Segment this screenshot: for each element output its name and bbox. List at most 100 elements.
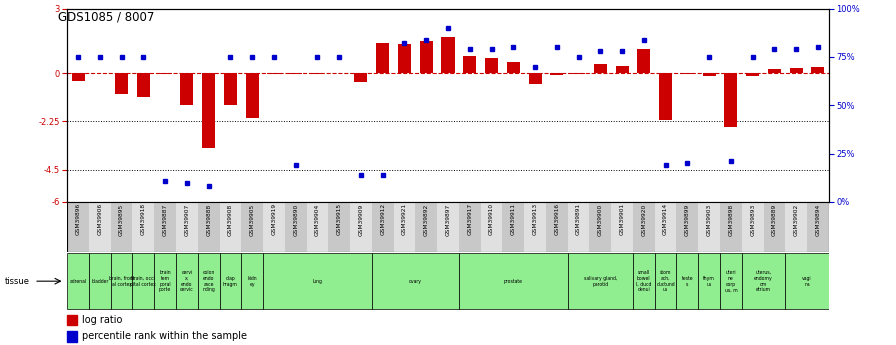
Bar xyxy=(220,202,241,252)
Text: stom
ach,
ductund
us: stom ach, ductund us xyxy=(656,270,675,292)
Bar xyxy=(568,202,590,252)
Text: GSM39910: GSM39910 xyxy=(489,203,494,235)
Bar xyxy=(485,58,498,73)
Bar xyxy=(372,253,459,309)
Bar xyxy=(507,62,520,73)
Bar xyxy=(198,253,220,309)
Bar xyxy=(176,202,198,252)
Bar xyxy=(180,73,194,105)
Bar xyxy=(698,253,720,309)
Text: GSM39904: GSM39904 xyxy=(314,203,320,236)
Text: thym
us: thym us xyxy=(703,276,715,287)
Bar xyxy=(676,253,698,309)
Text: colon
endo
asce
nding: colon endo asce nding xyxy=(202,270,215,292)
Text: GSM39905: GSM39905 xyxy=(250,203,254,236)
Bar xyxy=(285,202,306,252)
Bar xyxy=(616,66,629,73)
Bar xyxy=(198,202,220,252)
Bar xyxy=(746,73,759,76)
Bar xyxy=(202,73,215,148)
Text: GSM39890: GSM39890 xyxy=(293,203,298,236)
Bar xyxy=(785,202,807,252)
Text: tissue: tissue xyxy=(4,277,30,286)
Bar xyxy=(111,202,133,252)
Bar xyxy=(546,202,568,252)
Text: ovary: ovary xyxy=(409,279,422,284)
Bar xyxy=(594,65,607,73)
Text: GSM39916: GSM39916 xyxy=(555,203,559,235)
Text: adrenal: adrenal xyxy=(70,279,87,284)
Text: brain
tem
poral
porte: brain tem poral porte xyxy=(159,270,171,292)
Bar xyxy=(133,253,154,309)
Bar xyxy=(263,202,285,252)
Bar xyxy=(480,202,503,252)
Bar xyxy=(93,72,107,73)
Bar xyxy=(72,73,84,80)
Bar xyxy=(655,202,676,252)
Bar xyxy=(742,253,785,309)
Text: GSM39911: GSM39911 xyxy=(511,203,516,235)
Bar xyxy=(241,202,263,252)
Bar xyxy=(807,202,829,252)
Bar xyxy=(681,73,694,74)
Bar xyxy=(611,202,633,252)
Text: kidn
ey: kidn ey xyxy=(247,276,257,287)
Text: uteri
ne
corp
us, m: uteri ne corp us, m xyxy=(725,270,737,292)
Text: lung: lung xyxy=(313,279,323,284)
Bar xyxy=(768,69,781,73)
Text: GSM39914: GSM39914 xyxy=(663,203,668,235)
Bar xyxy=(529,73,541,84)
Text: bladder: bladder xyxy=(91,279,108,284)
Text: GSM39899: GSM39899 xyxy=(685,203,690,236)
Bar xyxy=(720,202,742,252)
Bar xyxy=(659,73,672,120)
Text: GSM39917: GSM39917 xyxy=(467,203,472,235)
Text: GSM39908: GSM39908 xyxy=(228,203,233,236)
Bar xyxy=(590,202,611,252)
Bar xyxy=(459,202,480,252)
Bar xyxy=(637,49,650,73)
Text: GSM39887: GSM39887 xyxy=(162,203,168,236)
Text: percentile rank within the sample: percentile rank within the sample xyxy=(82,332,246,341)
Bar xyxy=(241,253,263,309)
Bar xyxy=(267,73,280,74)
Bar xyxy=(676,202,698,252)
Text: brain, occi
pital cortex: brain, occi pital cortex xyxy=(131,276,156,287)
Bar xyxy=(159,73,172,74)
Text: GSM39909: GSM39909 xyxy=(358,203,364,236)
Bar xyxy=(572,73,585,74)
Bar xyxy=(350,202,372,252)
Text: GSM39918: GSM39918 xyxy=(141,203,146,235)
Bar xyxy=(328,202,350,252)
Bar xyxy=(289,73,302,74)
Bar xyxy=(463,56,477,73)
Text: teste
s: teste s xyxy=(682,276,694,287)
Bar xyxy=(220,253,241,309)
Bar xyxy=(550,73,564,75)
Text: GSM39920: GSM39920 xyxy=(642,203,646,236)
Text: GSM39907: GSM39907 xyxy=(185,203,189,236)
Bar xyxy=(789,68,803,73)
Bar xyxy=(524,202,546,252)
Bar xyxy=(115,73,128,95)
Text: GSM39921: GSM39921 xyxy=(402,203,407,235)
Text: brain, front
al cortex: brain, front al cortex xyxy=(108,276,134,287)
Text: GSM39900: GSM39900 xyxy=(598,203,603,236)
Text: GSM39895: GSM39895 xyxy=(119,203,125,236)
Bar xyxy=(633,202,655,252)
Bar xyxy=(459,253,568,309)
Text: prostate: prostate xyxy=(504,279,522,284)
Bar xyxy=(355,73,367,82)
Text: GDS1085 / 8007: GDS1085 / 8007 xyxy=(58,10,155,23)
Bar xyxy=(812,67,824,73)
Bar xyxy=(372,202,393,252)
Bar xyxy=(398,44,411,73)
Bar xyxy=(89,253,111,309)
Bar xyxy=(176,253,198,309)
Text: GSM39912: GSM39912 xyxy=(380,203,385,235)
Text: GSM39896: GSM39896 xyxy=(75,203,81,235)
Bar xyxy=(67,253,89,309)
Text: GSM39893: GSM39893 xyxy=(750,203,755,236)
Bar xyxy=(655,253,676,309)
Text: salivary gland,
parotid: salivary gland, parotid xyxy=(583,276,617,287)
